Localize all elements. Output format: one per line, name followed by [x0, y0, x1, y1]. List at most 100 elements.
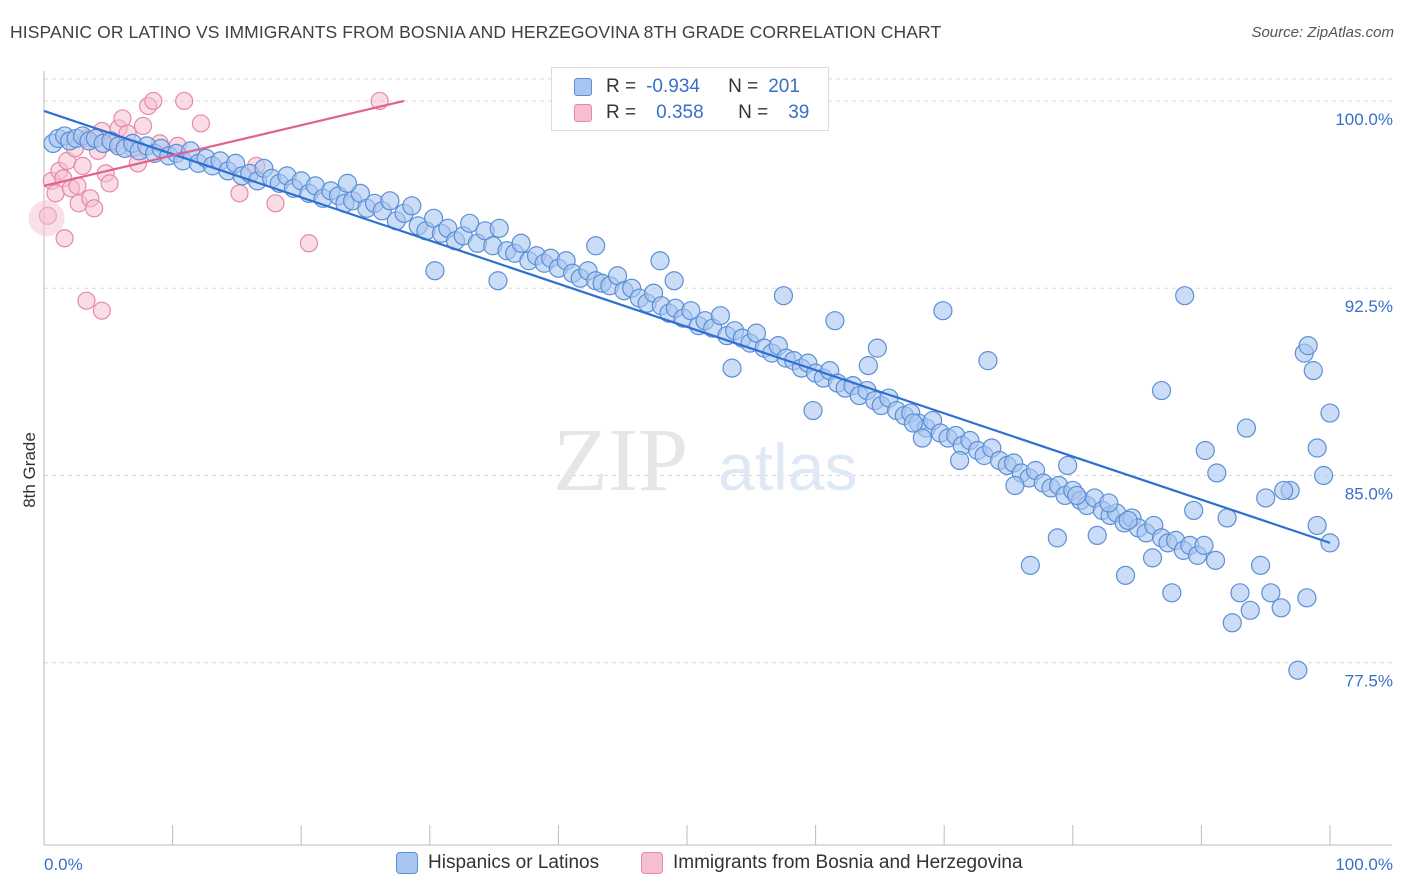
data-point-hispanic [488, 271, 508, 291]
data-point-hispanic [978, 351, 998, 371]
data-point-hispanic [1207, 463, 1227, 483]
data-point-hispanic [460, 213, 480, 233]
data-point-hispanic [1099, 493, 1119, 513]
data-point-hispanic [1194, 535, 1214, 555]
legend-item-hispanic: Hispanics or Latinos [396, 852, 599, 874]
stats-row-hispanic: R = -0.934 N = 201 [574, 74, 800, 100]
y-tick-label: 77.5% [1345, 672, 1393, 691]
data-point-hispanic [903, 413, 923, 433]
data-point-hispanic [425, 261, 445, 281]
stats-legend: R = -0.934 N = 201 R = 0.358 N = 39 [551, 67, 829, 131]
data-point-hispanic [1205, 550, 1226, 570]
data-point-hispanic [746, 323, 767, 343]
data-point-bosnia [133, 116, 153, 136]
data-point-hispanic [912, 428, 932, 448]
data-point-hispanic [1115, 565, 1136, 585]
data-point-hispanic [858, 356, 878, 376]
data-point-hispanic [380, 191, 400, 211]
data-point-hispanic [1307, 515, 1327, 536]
data-point-hispanic [1184, 500, 1204, 521]
data-point-bosnia [266, 194, 285, 213]
series-hispanic-points [43, 126, 1340, 680]
data-point-hispanic [867, 338, 887, 358]
data-point-hispanic [1118, 510, 1138, 531]
data-point-hispanic [402, 196, 422, 216]
data-point-hispanic [1240, 600, 1260, 620]
data-point-hispanic [1217, 508, 1237, 528]
data-point-hispanic [1297, 588, 1317, 608]
y-axis-title: 8th Grade [20, 432, 39, 508]
y-tick-label: 92.5% [1345, 297, 1393, 316]
data-point-hispanic [489, 218, 509, 238]
data-point-bosnia [46, 184, 65, 203]
data-point-hispanic [1087, 525, 1107, 546]
data-point-bosnia [191, 114, 210, 133]
chart-title: HISPANIC OR LATINO VS IMMIGRANTS FROM BO… [10, 22, 942, 42]
data-point-hispanic [773, 286, 794, 306]
n-key: N = [728, 76, 759, 97]
data-point-hispanic [803, 400, 823, 421]
data-point-hispanic [1303, 361, 1323, 381]
data-point-hispanic [710, 306, 731, 326]
y-tick-label: 85.0% [1345, 484, 1393, 503]
data-point-hispanic [424, 208, 444, 228]
data-point-hispanic [1307, 438, 1327, 458]
data-point-hispanic [1047, 528, 1067, 548]
data-point-hispanic [1222, 613, 1242, 633]
legend-item-bosnia: Immigrants from Bosnia and Herzegovina [641, 852, 1023, 874]
legend-swatch-bosnia [641, 852, 663, 874]
trend-line-hispanic [43, 109, 1331, 544]
data-point-bosnia [175, 91, 194, 111]
legend-swatch-hispanic [396, 852, 418, 874]
data-point-bosnia-cluster [28, 200, 65, 237]
data-point-bosnia [55, 229, 74, 248]
data-point-hispanic [664, 271, 684, 291]
data-point-bosnia [299, 234, 319, 253]
legend-label-bosnia: Immigrants from Bosnia and Herzegovina [673, 852, 1023, 873]
x-tick-label-max: 100.0% [1335, 855, 1393, 874]
data-point-hispanic [1142, 548, 1163, 568]
trend-line-bosnia [43, 99, 405, 187]
data-point-hispanic [586, 236, 606, 256]
n-value: 201 [768, 76, 800, 97]
data-point-hispanic [1261, 583, 1281, 603]
series-legend: Hispanics or Latinos Immigrants from Bos… [0, 852, 1406, 878]
stats-row-bosnia: R = 0.358 N = 39 [574, 100, 809, 126]
data-point-hispanic [1288, 660, 1308, 680]
data-point-bosnia [73, 156, 92, 175]
r-key: R = [606, 102, 637, 123]
data-point-hispanic [722, 358, 742, 378]
r-value: -0.934 [646, 76, 700, 97]
data-point-bosnia [85, 199, 104, 218]
data-point-bosnia [144, 91, 163, 111]
data-point-hispanic [1298, 336, 1318, 356]
data-point-hispanic [933, 301, 953, 321]
data-point-hispanic [1175, 286, 1195, 306]
data-point-hispanic [681, 301, 701, 321]
data-point-hispanic [1271, 598, 1291, 618]
y-tick-label: 100.0% [1335, 110, 1393, 129]
data-point-hispanic [511, 233, 531, 253]
data-point-bosnia [230, 184, 249, 203]
watermark-atlas: atlas [718, 430, 857, 504]
data-point-hispanic [1020, 555, 1040, 575]
data-point-hispanic [337, 173, 358, 193]
source-label: Source: ZipAtlas.com [1251, 24, 1394, 41]
data-point-hispanic [1162, 583, 1182, 603]
trend-lines [43, 99, 1331, 544]
data-point-hispanic [825, 311, 845, 331]
r-value: 0.358 [656, 102, 704, 123]
data-point-hispanic [1236, 418, 1257, 438]
data-point-hispanic [1067, 485, 1087, 506]
data-point-hispanic [1230, 583, 1250, 603]
data-point-hispanic [1320, 403, 1340, 423]
swatch-hispanic [574, 78, 592, 96]
watermark-zip: ZIP [553, 411, 688, 510]
r-key: R = [606, 76, 637, 97]
data-point-hispanic [1313, 465, 1334, 486]
watermark: ZIP atlas [553, 411, 857, 510]
swatch-bosnia [574, 104, 592, 122]
data-point-hispanic [1151, 380, 1172, 401]
data-point-bosnia [100, 174, 119, 193]
